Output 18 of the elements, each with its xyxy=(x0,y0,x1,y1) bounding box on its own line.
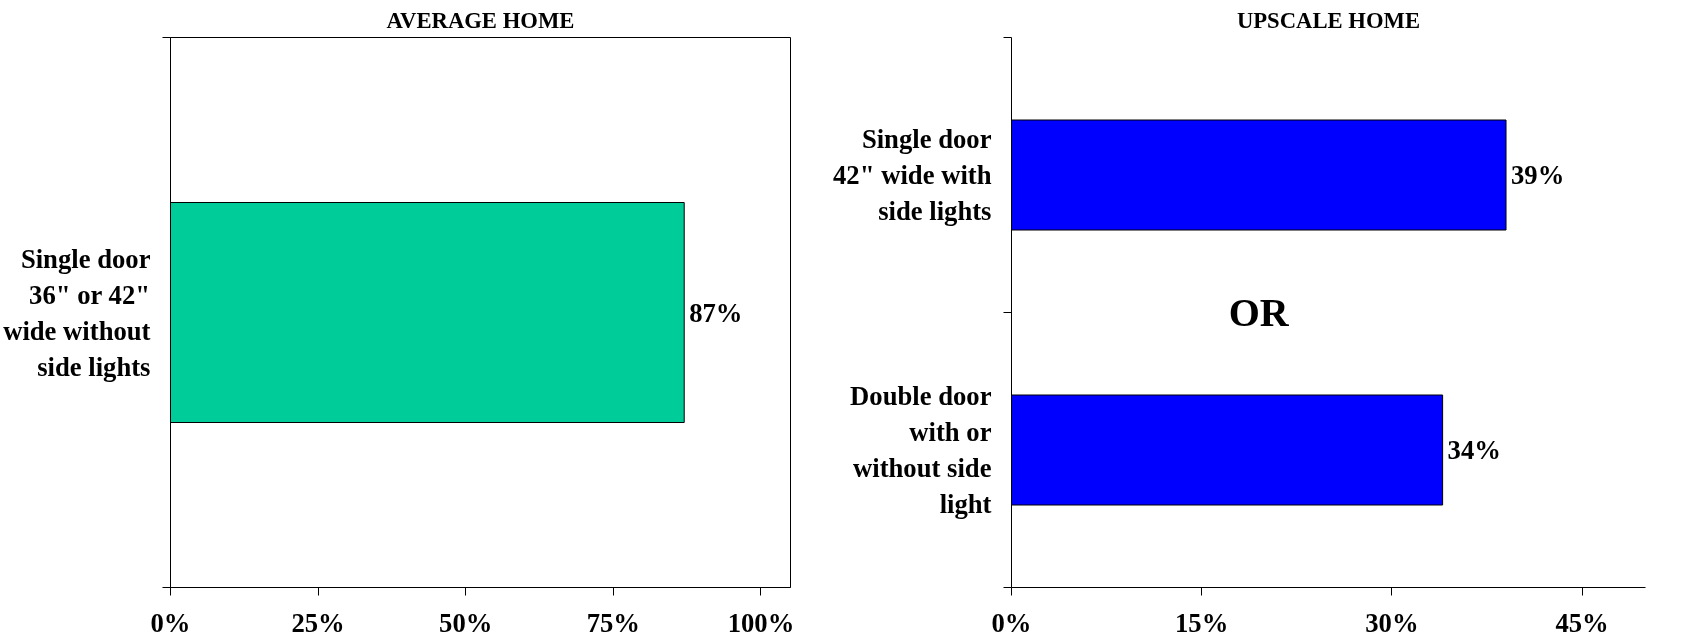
y-tick-label: Double door with or without side light xyxy=(850,381,992,519)
x-tick-label: 0% xyxy=(150,607,191,638)
x-tick-label: 0% xyxy=(991,607,1032,638)
x-tick-label: 100% xyxy=(727,607,795,638)
y-tick-label: Single door 42" wide with side lights xyxy=(833,124,992,226)
chart-title: AVERAGE HOME xyxy=(386,7,575,33)
x-tick-label: 50% xyxy=(439,607,493,638)
x-tick-label: 45% xyxy=(1555,607,1609,638)
x-tick-label: 25% xyxy=(291,607,345,638)
data-label: 39% xyxy=(1511,160,1565,190)
x-tick-label: 15% xyxy=(1175,607,1229,638)
y-tick-label: Single door 36" or 42" wide without side lights xyxy=(3,243,151,382)
data-label: 34% xyxy=(1447,435,1501,465)
x-tick-label: 75% xyxy=(586,607,641,638)
annotation: OR xyxy=(1228,290,1290,335)
x-tick-label: 30% xyxy=(1365,607,1419,638)
chart-title: UPSCALE HOME xyxy=(1236,7,1421,33)
data-label: 87% xyxy=(689,297,743,328)
